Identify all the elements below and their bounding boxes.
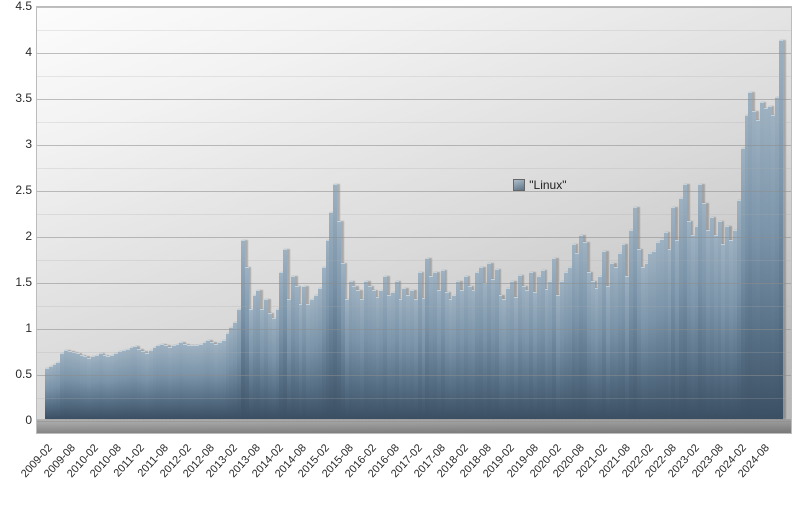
gridline-minor	[37, 398, 791, 399]
gridline-minor	[37, 168, 791, 169]
bar	[779, 7, 783, 419]
y-tick-label: 4.5	[2, 0, 32, 13]
gridline-major	[37, 145, 791, 146]
gridline-minor	[37, 306, 791, 307]
gridline-minor	[37, 260, 791, 261]
y-tick-label: 4	[2, 45, 32, 59]
y-tick-label: 3.5	[2, 91, 32, 105]
gridline-major	[37, 283, 791, 284]
y-tick-label: 0	[2, 413, 32, 427]
x-axis-labels: 2009-022009-082010-022010-082011-022011-…	[44, 436, 796, 506]
gridline-major	[37, 99, 791, 100]
gridline-minor	[37, 30, 791, 31]
linux-share-bar-chart: "Linux" 2009-022009-082010-022010-082011…	[0, 0, 808, 506]
legend-swatch	[513, 179, 525, 191]
gridline-minor	[37, 122, 791, 123]
gridline-major	[37, 329, 791, 330]
y-tick-label: 2.5	[2, 183, 32, 197]
y-tick-label: 0.5	[2, 367, 32, 381]
gridline-major	[37, 7, 791, 8]
gridline-major	[37, 375, 791, 376]
gridline-major	[37, 421, 791, 422]
y-tick-label: 1.5	[2, 275, 32, 289]
plot-area: "Linux"	[36, 6, 792, 434]
y-tick-label: 2	[2, 229, 32, 243]
gridline-major	[37, 237, 791, 238]
bars-container	[45, 7, 783, 419]
gridline-minor	[37, 352, 791, 353]
gridline-major	[37, 53, 791, 54]
gridline-minor	[37, 76, 791, 77]
gridline-minor	[37, 214, 791, 215]
gridline-major	[37, 191, 791, 192]
y-tick-label: 1	[2, 321, 32, 335]
y-tick-label: 3	[2, 137, 32, 151]
